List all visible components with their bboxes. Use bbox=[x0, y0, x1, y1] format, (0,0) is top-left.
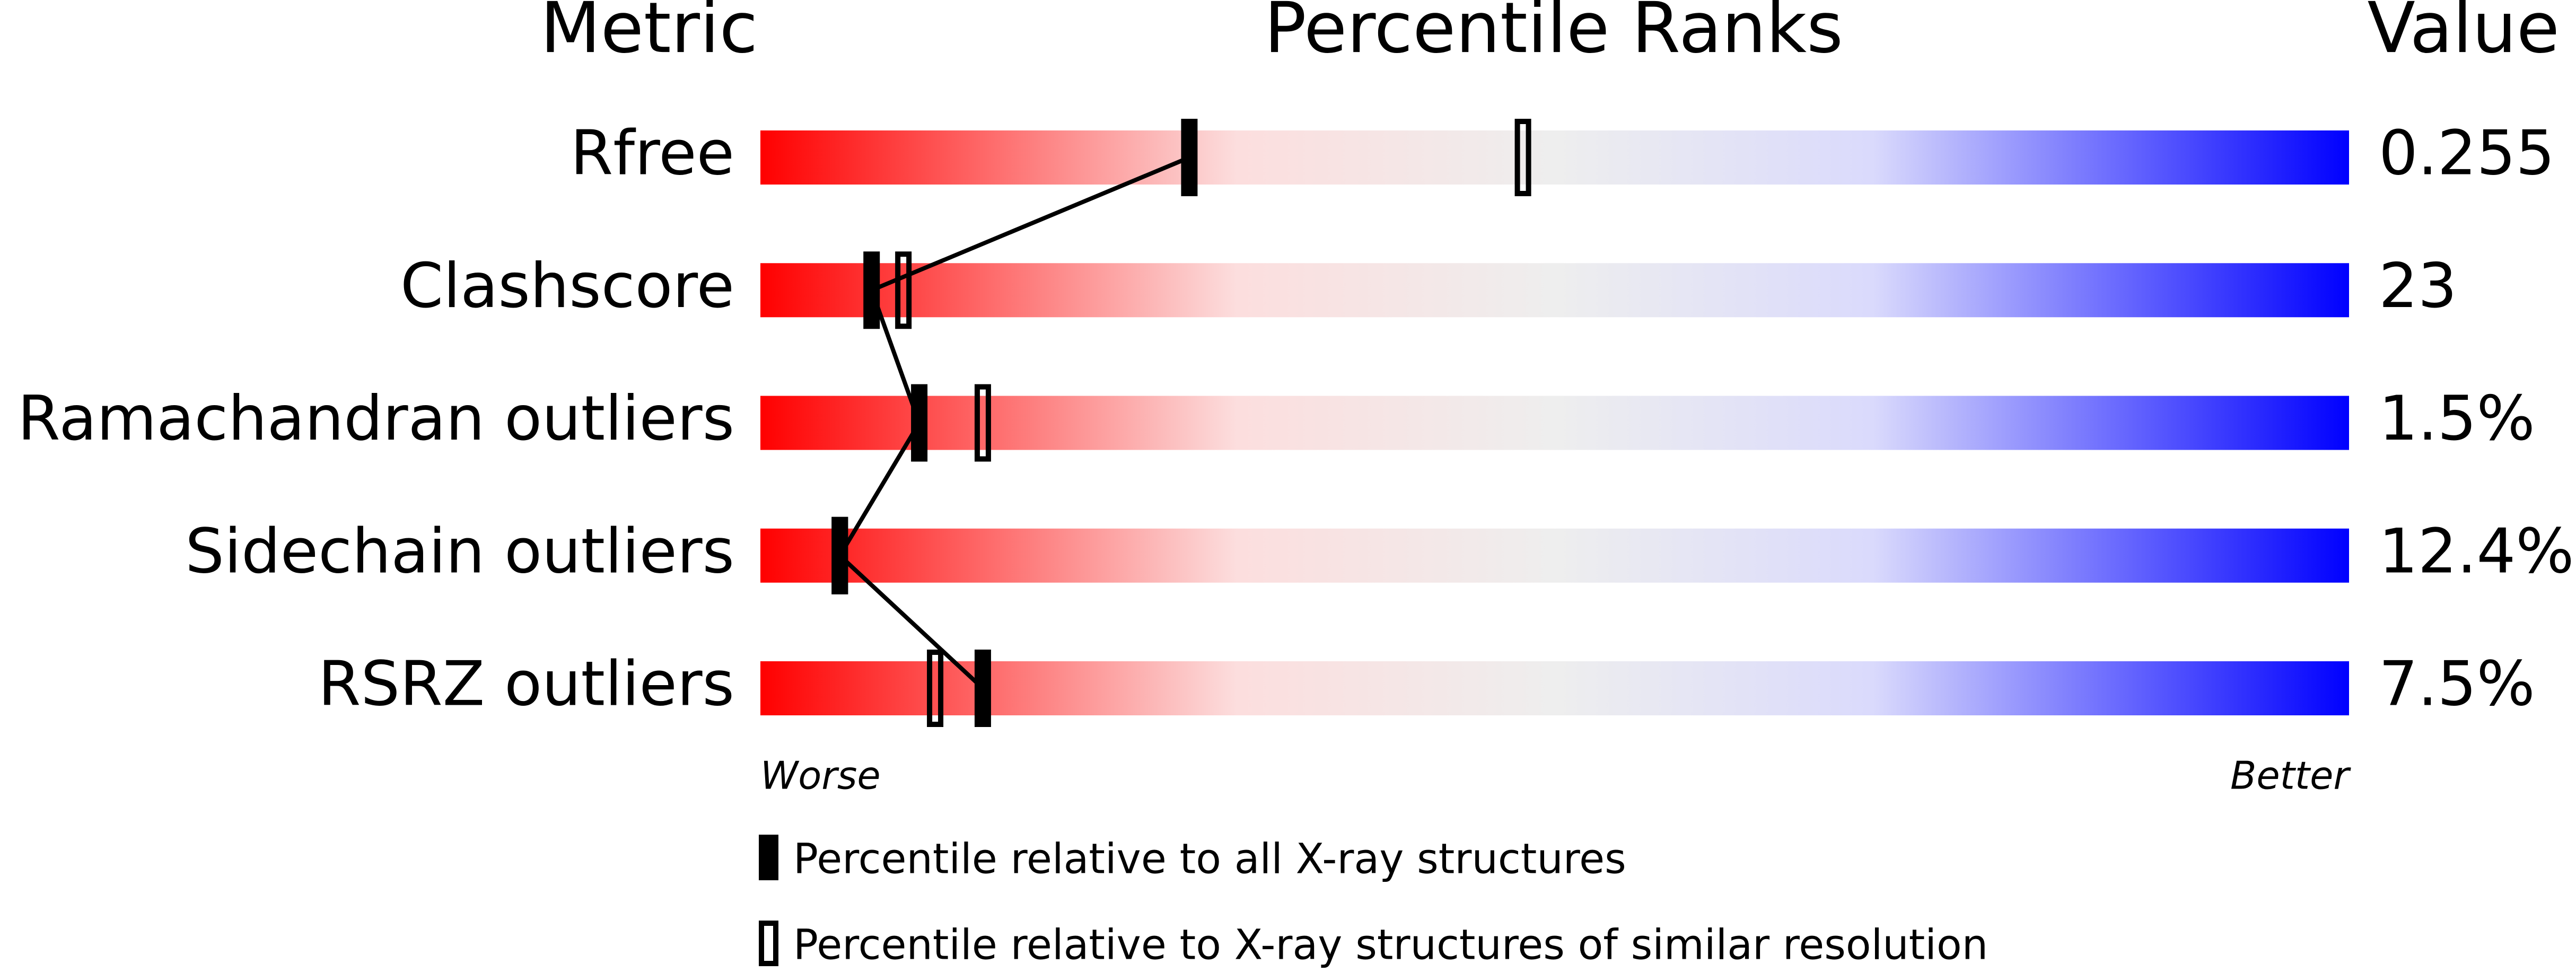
rank-bar bbox=[760, 263, 2349, 318]
open-marker bbox=[895, 251, 912, 329]
metric-label: Sidechain outliers bbox=[185, 515, 734, 587]
rank-bar bbox=[760, 130, 2349, 185]
open-marker bbox=[831, 516, 848, 594]
metric-label: RSRZ outliers bbox=[318, 649, 734, 720]
filled-marker bbox=[1181, 119, 1198, 196]
open-marker bbox=[927, 650, 944, 727]
metric-value: 0.255 bbox=[2379, 118, 2555, 189]
filled-marker bbox=[974, 650, 991, 727]
legend-label: Percentile relative to X-ray structures … bbox=[793, 921, 1988, 969]
legend-marker bbox=[759, 921, 778, 966]
metric-value: 12.4% bbox=[2379, 515, 2574, 587]
metric-value: 7.5% bbox=[2379, 649, 2535, 720]
metric-value: 23 bbox=[2379, 250, 2457, 322]
metric-header: Metric bbox=[540, 0, 758, 69]
open-marker bbox=[974, 384, 991, 462]
metric-label: Rfree bbox=[571, 118, 734, 189]
filled-marker bbox=[863, 251, 880, 329]
value-header: Value bbox=[2368, 0, 2560, 69]
metric-value: 1.5% bbox=[2379, 383, 2535, 454]
metric-label: Clashscore bbox=[400, 250, 734, 322]
rank-bar bbox=[760, 396, 2349, 450]
legend-label: Percentile relative to all X-ray structu… bbox=[793, 835, 1626, 883]
rank-bar bbox=[760, 661, 2349, 715]
legend-marker bbox=[759, 835, 778, 880]
filled-marker bbox=[911, 384, 928, 462]
rank-bar bbox=[760, 528, 2349, 583]
worse-label: Worse bbox=[760, 754, 881, 798]
chart-title: Percentile Ranks bbox=[1264, 0, 1843, 69]
open-marker bbox=[1514, 119, 1531, 196]
better-label: Better bbox=[2230, 754, 2351, 798]
metric-label: Ramachandran outliers bbox=[17, 383, 734, 454]
